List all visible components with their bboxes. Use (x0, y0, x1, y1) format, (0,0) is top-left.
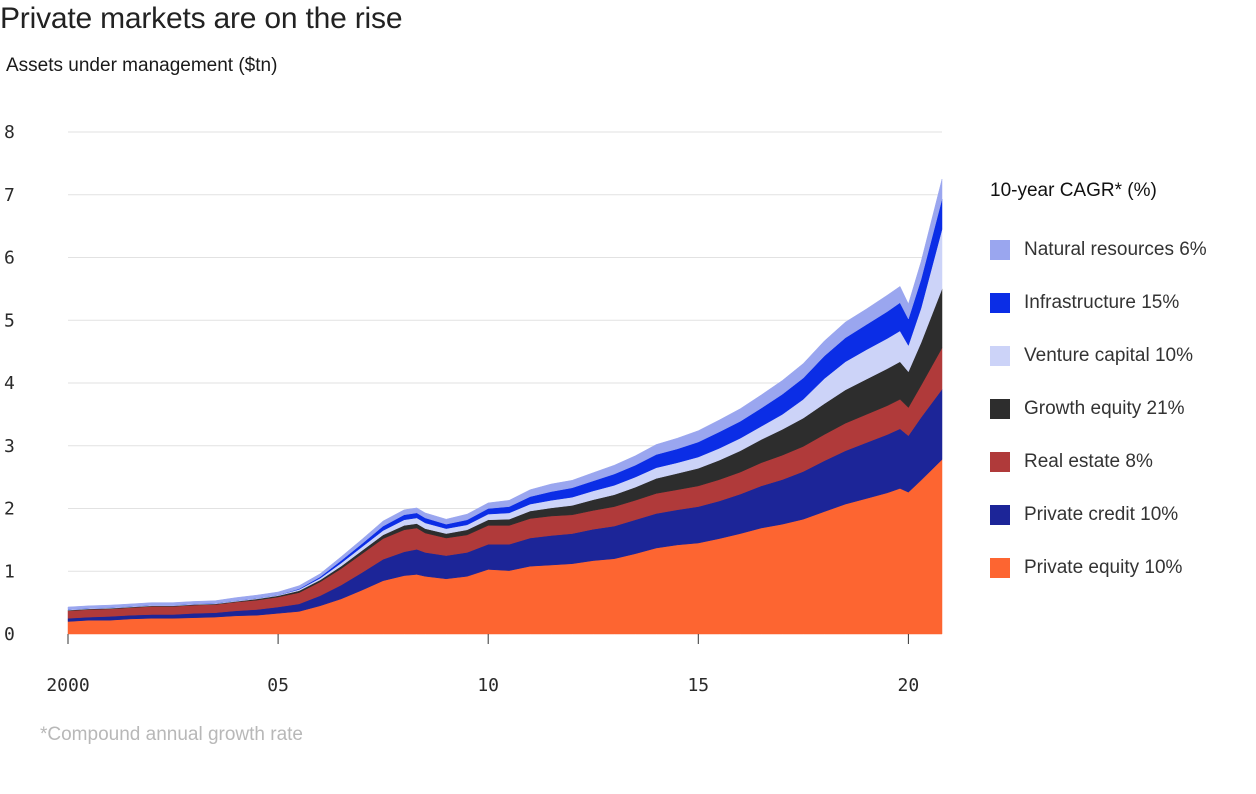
chart-subtitle: Assets under management ($tn) (6, 55, 278, 76)
legend-swatch (990, 451, 1010, 472)
y-tick-label: 1 (4, 561, 15, 582)
legend-label: Growth equity 21% (1024, 397, 1185, 419)
legend-item-venture-capital: Venture capital 10% (990, 324, 1250, 387)
y-tick-label: 2 (4, 499, 15, 520)
y-tick-label: 6 (4, 248, 15, 269)
legend-swatch (990, 345, 1010, 366)
legend-item-private-equity: Private equity 10% (990, 536, 1250, 599)
legend-swatch (990, 504, 1010, 525)
legend-swatch (990, 557, 1010, 578)
chart-title: Private markets are on the rise (0, 2, 403, 35)
x-tick-label: 05 (267, 675, 289, 696)
y-tick-label: 3 (4, 436, 15, 457)
footnote: *Compound annual growth rate (40, 724, 304, 745)
legend-label: Private credit 10% (1024, 503, 1179, 525)
y-tick-label: 4 (4, 373, 15, 394)
x-tick-label: 2000 (46, 675, 89, 696)
legend-item-real-estate: Real estate 8% (990, 430, 1250, 493)
legend-item-natural-resources: Natural resources 6% (990, 218, 1250, 281)
legend-label: Natural resources 6% (1024, 238, 1207, 260)
legend-swatch (990, 398, 1010, 419)
legend-label: Infrastructure 15% (1024, 291, 1180, 313)
legend-label: Venture capital 10% (1024, 344, 1194, 366)
x-tick-label: 20 (898, 675, 920, 696)
legend-item-growth-equity: Growth equity 21% (990, 377, 1250, 440)
x-tick-label: 15 (687, 675, 709, 696)
y-tick-label: 5 (4, 310, 15, 331)
legend-swatch (990, 292, 1010, 313)
x-axis: 2000 05 10 15 20 (46, 634, 919, 696)
legend-label: Real estate 8% (1024, 450, 1153, 472)
legend-title: 10-year CAGR* (%) (990, 180, 1157, 201)
legend-items: Natural resources 6% Infrastructure 15% … (990, 218, 1250, 599)
y-tick-label: 7 (4, 185, 15, 206)
legend-label: Private equity 10% (1024, 556, 1183, 578)
legend-item-infrastructure: Infrastructure 15% (990, 271, 1250, 334)
legend: 10-year CAGR* (%) Natural resources 6% I… (990, 180, 1250, 599)
y-tick-label: 0 (4, 624, 15, 645)
y-axis: 0 1 2 3 4 5 6 7 8 (4, 122, 15, 645)
legend-swatch (990, 239, 1010, 260)
area-natural-resources (67, 179, 943, 610)
x-tick-label: 10 (477, 675, 499, 696)
legend-item-private-credit: Private credit 10% (990, 483, 1250, 546)
y-tick-label: 8 (4, 122, 15, 143)
stacked-areas (67, 179, 943, 635)
